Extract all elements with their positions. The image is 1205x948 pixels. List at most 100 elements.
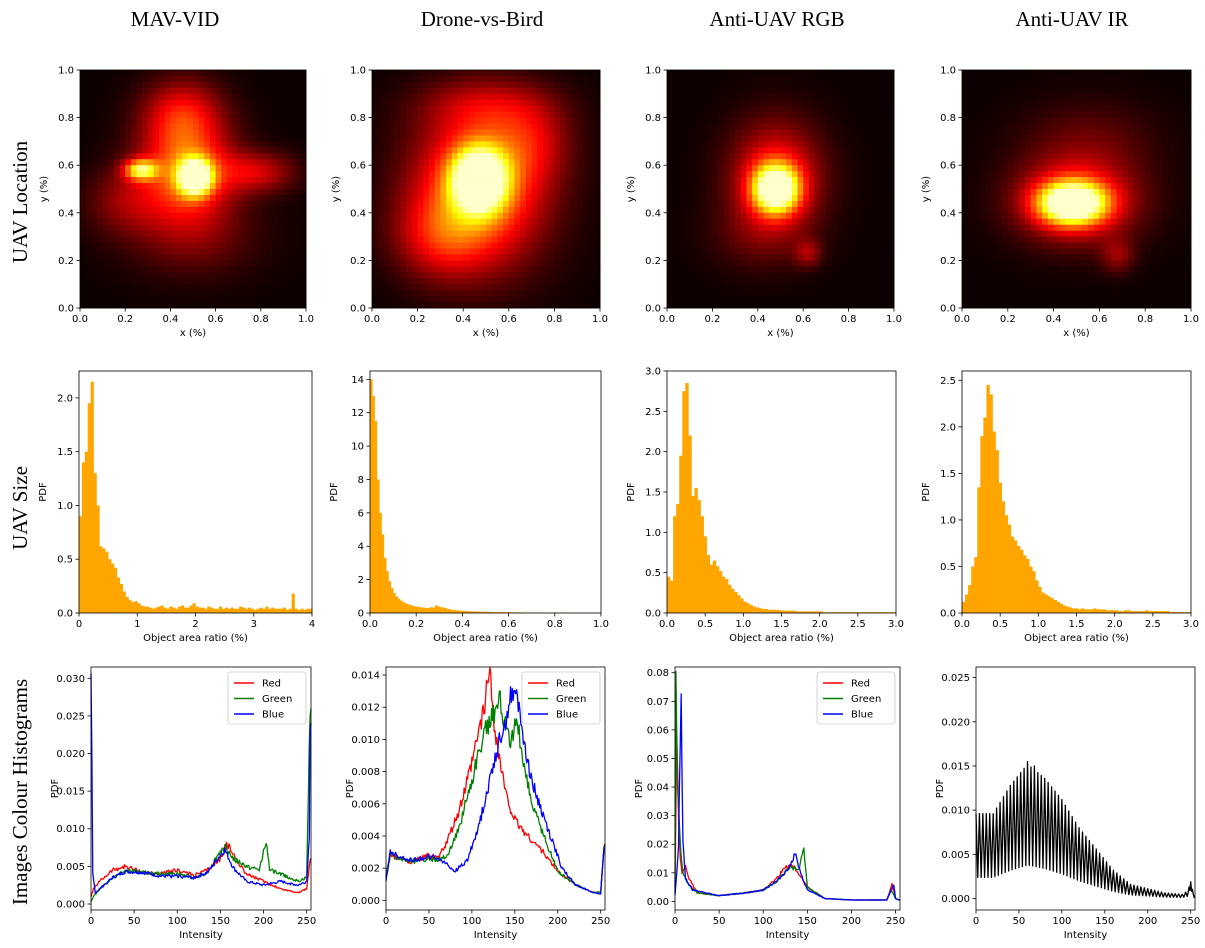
heatmap-cell [678,123,685,130]
heatmap-cell [667,153,674,160]
heatmap-cell [170,70,177,77]
heatmap-cell [125,212,132,220]
heatmap-cell [446,171,453,178]
heatmap-cell [372,254,379,261]
heatmap-cell [763,141,770,148]
heatmap-cell [548,266,555,273]
heatmap-cell [814,248,821,255]
heatmap-cell [411,284,418,291]
heatmap-cell [283,254,290,261]
heatmap-cell [209,254,216,261]
heatmap-cell [294,81,301,89]
heatmap-cell [232,171,239,178]
heatmap-cell [577,99,584,107]
heatmap-cell [859,70,867,77]
heatmap-cell [108,93,115,101]
heatmap-cell [187,242,194,249]
heatmap-cell [119,75,126,83]
heatmap-cell [571,189,578,196]
heatmap-cell [289,165,296,172]
heatmap-cell [193,87,200,95]
heatmap-cell [508,224,515,232]
heatmap-cell [594,224,601,232]
heatmap-cell [170,189,177,196]
heatmap-cell [423,278,430,285]
heatmap-cell [170,105,177,113]
heatmap-cell [554,278,561,285]
heatmap-cell [706,87,713,95]
heatmap-cell [372,99,379,107]
heatmap-cell [457,165,464,172]
heatmap-cell [780,218,787,226]
heatmap-cell [429,278,436,285]
heatmap-cell [871,254,878,261]
heatmap-cell [136,105,143,113]
heatmap-cell [667,171,674,178]
heatmap-cell [243,159,250,166]
heatmap-cell [803,99,810,107]
heatmap-cell [769,153,776,160]
heatmap-cell [480,194,487,202]
heatmap-cell [780,123,787,130]
heatmap-cell [468,284,475,291]
heatmap-cell [451,177,458,184]
heatmap-cell [514,117,521,124]
heatmap-cell [463,290,470,297]
heatmap-cell [446,254,453,261]
heatmap-cell [91,206,98,214]
heatmap-cell [113,183,120,190]
heatmap-cell [266,93,273,101]
heatmap-cell [85,153,92,160]
heatmap-cell [548,194,555,202]
heatmap-cell [497,183,504,190]
heatmap-cell [571,141,578,148]
heatmap-cell [108,242,115,249]
heatmap-cell [249,290,256,297]
heatmap-cell [434,183,441,190]
heatmap-cell [577,206,584,214]
heatmap-cell [238,123,245,130]
heatmap-cell [434,260,441,267]
heatmap-cell [837,141,844,148]
heatmap-cell [417,302,424,309]
heatmap-cell [406,266,413,273]
heatmap-cell [588,224,595,232]
heatmap-cell [571,236,578,243]
heatmap-cell [406,141,413,148]
heatmap-cell [520,200,527,208]
heatmap-cell [474,242,481,249]
heatmap-cell [113,159,120,166]
heatmap-cell [209,296,216,303]
heatmap-cell [215,105,222,113]
heatmap-cell [769,81,776,89]
heatmap-cell [249,81,256,89]
heatmap-cell [695,117,702,124]
heatmap-cell [266,177,273,184]
heatmap-cell [774,153,781,160]
heatmap-cell [842,75,849,83]
heatmap-cell [684,117,691,124]
heatmap-cell [80,87,87,95]
heatmap-cell [102,260,109,267]
heatmap-cell [170,230,177,237]
heatmap-cell [272,105,279,113]
heatmap-cell [701,260,708,267]
heatmap-cell [400,284,407,291]
heatmap-cell [142,81,149,89]
heatmap-cell [406,278,413,285]
heatmap-cell [451,290,458,297]
heatmap-cell [577,165,584,172]
heatmap-cell [769,87,776,95]
heatmap-cell [684,272,691,279]
heatmap-cell [706,93,713,101]
heatmap-cell [209,99,216,107]
heatmap-cell [876,81,884,89]
heatmap-cell [723,284,730,291]
heatmap-cell [672,111,679,118]
heatmap-cell [102,236,109,243]
heatmap-cell [451,171,458,178]
heatmap-cell [780,242,787,249]
heatmap-cell [729,70,736,77]
heatmap-cell [283,206,290,214]
heatmap-cell [417,159,424,166]
